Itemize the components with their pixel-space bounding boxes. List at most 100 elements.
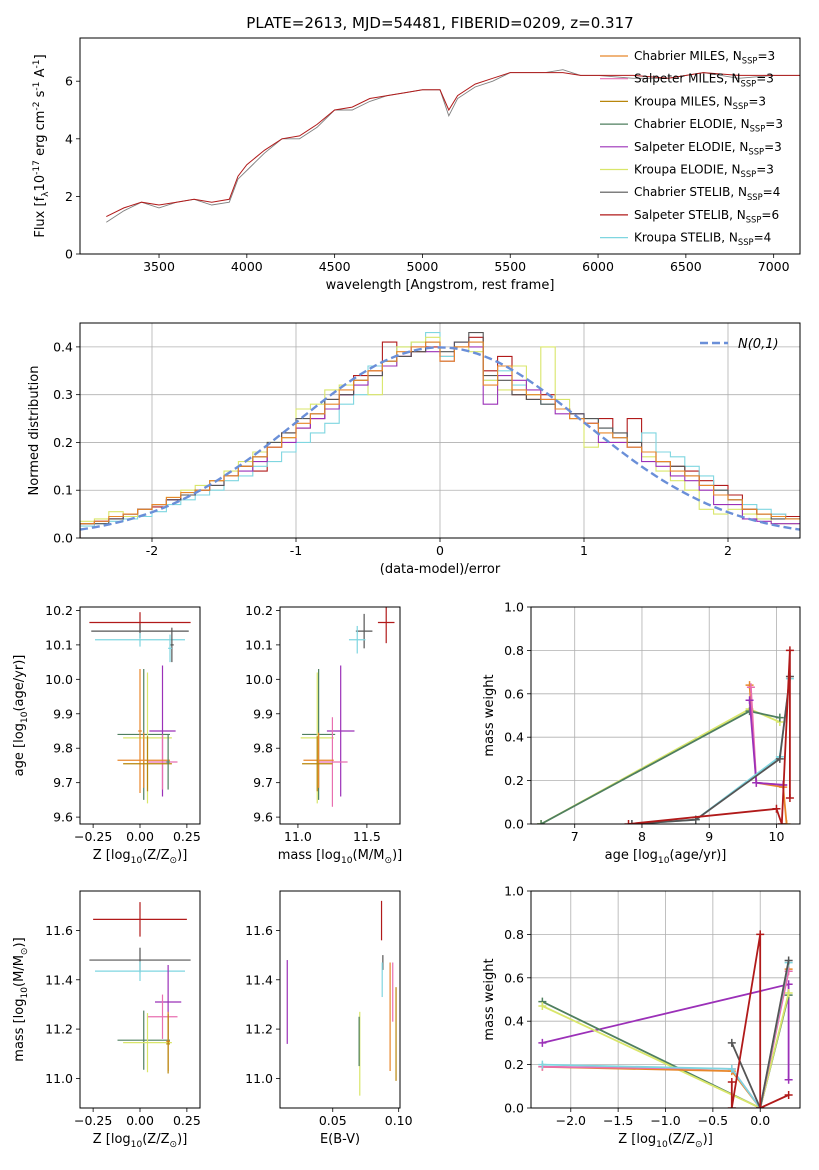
weight-vs-Z-ytick-label: 1.0 (504, 884, 524, 899)
weight-vs-age-ytick-label: 0.4 (504, 730, 524, 745)
weight-vs-age-ylabel: mass weight (482, 674, 497, 756)
spectrum-ytick-label: 0 (65, 247, 73, 262)
mass-vs-EBV-xlabel: E(B-V) (320, 1132, 360, 1147)
age-vs-mass-ytick-label: 10.2 (245, 603, 273, 618)
weight-vs-Z-marker (538, 1038, 547, 1047)
weight-vs-Z-xtick-label: −0.5 (698, 1113, 728, 1128)
weight-vs-age-marker (746, 683, 755, 692)
weight-vs-Z-frame (530, 890, 801, 1109)
spectrum-legend-label: Salpeter ELODIE, NSSP=3 (634, 140, 782, 157)
residual-histogram-step (80, 332, 800, 538)
weight-vs-age-marker (777, 820, 786, 824)
age-vs-mass-ytick-label: 9.9 (253, 706, 273, 721)
weight-vs-Z-plot-area (538, 930, 793, 1108)
spectrum-xtick-label: 4500 (319, 259, 351, 274)
age-vs-mass-ytick-label: 9.8 (253, 741, 273, 756)
mass-vs-EBV-xtick-label: 0.10 (385, 1113, 413, 1128)
age-vs-Z-xtick-label: 0.25 (173, 829, 201, 844)
weight-vs-age-series-line (631, 676, 791, 824)
weight-vs-Z-ytick-label: 0.0 (504, 1101, 524, 1116)
weight-vs-Z-xtick-label: −1.5 (603, 1113, 633, 1128)
mass-vs-EBV-frame (279, 890, 401, 1109)
weight-vs-Z-marker (784, 1075, 793, 1084)
weight-vs-age-ytick-label: 1.0 (504, 600, 524, 615)
weight-vs-Z-series-line (730, 960, 790, 1108)
mass-vs-EBV-xtick-label: 0.05 (319, 1113, 347, 1128)
weight-vs-Z-marker (784, 988, 793, 997)
mass-vs-EBV-ytick-label: 11.2 (245, 1022, 273, 1037)
weight-vs-Z-ytick-label: 0.4 (504, 1014, 524, 1029)
age-vs-Z-xtick-label: −0.25 (74, 829, 112, 844)
spectrum-frame (79, 37, 801, 255)
weight-vs-age-series-line (540, 707, 781, 824)
age-vs-Z-xlabel: Z [log10(Z/Z⊙)] (93, 848, 188, 866)
mass-vs-Z-xtick-label: 0.00 (126, 1113, 154, 1128)
weight-vs-age-xlabel: age [log10(age/yr)] (605, 848, 727, 866)
weight-vs-Z-marker (784, 1090, 793, 1099)
age-vs-Z-frame (79, 606, 201, 825)
age-vs-mass-ytick-label: 10.0 (245, 672, 273, 687)
residuals-ytick-label: 0.4 (53, 339, 73, 354)
residuals-ytick-label: 0.2 (53, 435, 73, 450)
weight-vs-age-marker (785, 646, 794, 655)
weight-vs-age-series-line (628, 650, 791, 824)
age-vs-Z-ytick-label: 9.6 (53, 810, 73, 825)
spectrum-xtick-label: 3500 (143, 259, 175, 274)
spectrum-xtick-label: 4000 (231, 259, 263, 274)
spectrum-legend-label: Salpeter STELIB, NSSP=6 (634, 208, 779, 225)
weight-vs-Z-marker (727, 1077, 736, 1086)
weight-vs-Z-ytick-label: 0.6 (504, 970, 524, 985)
figure-title: PLATE=2613, MJD=54481, FIBERID=0209, z=0… (246, 14, 633, 32)
weight-vs-age-marker (782, 820, 791, 824)
age-vs-Z-ytick-label: 10.2 (45, 603, 73, 618)
age-vs-mass-plot-area (300, 607, 395, 807)
residuals-xtick-label: 1 (580, 543, 588, 558)
age-vs-mass-frame (279, 606, 401, 825)
mass-vs-Z-frame (79, 890, 201, 1109)
residuals-ytick-label: 0.1 (53, 483, 73, 498)
mass-vs-Z-xlabel: Z [log10(Z/Z⊙)] (93, 1132, 188, 1150)
mass-vs-EBV-ytick-label: 11.6 (245, 923, 273, 938)
weight-vs-Z-ytick-label: 0.2 (504, 1057, 524, 1072)
mass-vs-Z-plot-area (89, 902, 191, 1074)
residuals-ytick-label: 0.0 (53, 531, 73, 546)
age-vs-mass-xtick-label: 11.5 (353, 829, 381, 844)
weight-vs-age-marker (775, 713, 784, 722)
weight-vs-Z-ylabel: mass weight (482, 958, 497, 1040)
spectrum-xtick-label: 7000 (758, 259, 790, 274)
weight-vs-age-ytick-label: 0.2 (504, 773, 524, 788)
weight-vs-Z-marker (784, 956, 793, 965)
weight-vs-Z-series-line (542, 992, 790, 1108)
weight-vs-Z-xtick-label: 0.0 (750, 1113, 770, 1128)
weight-vs-age-xtick-label: 7 (571, 829, 579, 844)
spectrum-xtick-label: 6500 (670, 259, 702, 274)
spectrum-xlabel: wavelength [Angstrom, rest frame] (326, 278, 555, 293)
spectrum-legend-label: Chabrier ELODIE, NSSP=3 (634, 117, 783, 134)
mass-vs-EBV-ytick-label: 11.0 (245, 1071, 273, 1086)
weight-vs-age-marker (775, 754, 784, 763)
age-vs-Z-ylabel: age [log10(age/yr)] (12, 655, 30, 777)
residuals-xtick-label: 0 (436, 543, 444, 558)
weight-vs-age-series-line (540, 710, 780, 824)
age-vs-mass-ytick-label: 9.6 (253, 810, 273, 825)
mass-vs-Z-xtick-label: −0.25 (74, 1113, 112, 1128)
weight-vs-Z-marker (756, 1104, 765, 1108)
spectrum-ylabel: Flux [fλ10-17 erg cm-2 s-1 A-1] (32, 54, 51, 237)
weight-vs-Z-marker (756, 930, 765, 939)
weight-vs-age-ytick-label: 0.8 (504, 643, 524, 658)
age-vs-Z-ytick-label: 9.8 (53, 741, 73, 756)
residual-histogram-step (80, 336, 800, 538)
age-vs-Z-ytick-label: 9.7 (53, 775, 73, 790)
spectrum-legend-label: Kroupa ELODIE, NSSP=3 (634, 163, 774, 180)
weight-vs-age-series-line (631, 678, 791, 824)
mass-vs-Z-ytick-label: 11.6 (45, 923, 73, 938)
residual-histogram-step (80, 341, 800, 538)
spectrum-xtick-label: 6000 (582, 259, 614, 274)
spectrum-xtick-label: 5500 (494, 259, 526, 274)
spectrum-legend-label: Kroupa MILES, NSSP=3 (634, 94, 766, 111)
residuals-ytick-label: 0.3 (53, 387, 73, 402)
spectrum-legend-label: Kroupa STELIB, NSSP=4 (634, 231, 771, 248)
mass-vs-Z-ylabel: mass [log10(M/M⊙)] (12, 937, 30, 1061)
mass-vs-EBV-ytick-label: 11.4 (245, 972, 273, 987)
